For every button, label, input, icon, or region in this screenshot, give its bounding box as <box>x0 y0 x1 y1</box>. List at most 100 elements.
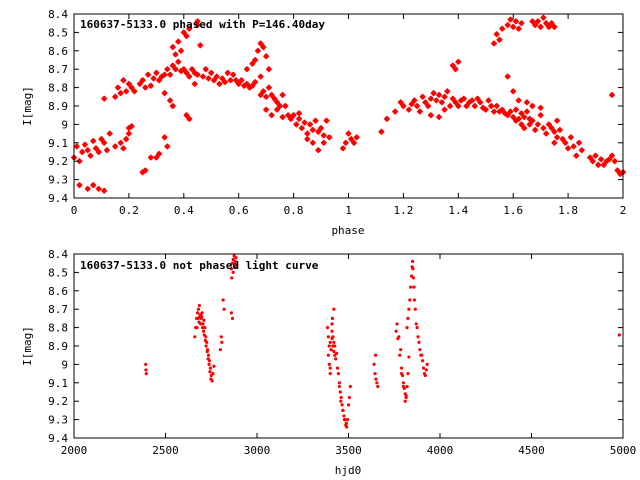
data-point <box>399 366 404 370</box>
data-point <box>204 344 208 348</box>
data-point <box>142 84 149 91</box>
x-axis-ticks: 2000 2500 3000 3500 4000 4500 5000 <box>61 254 636 457</box>
data-point <box>338 390 342 394</box>
data-point <box>208 69 215 77</box>
data-point <box>304 130 311 137</box>
data-point <box>344 421 348 425</box>
data-point <box>315 146 322 154</box>
data-point <box>515 97 522 104</box>
data-point <box>279 91 286 99</box>
data-point <box>175 38 182 45</box>
data-point <box>333 344 337 348</box>
data-point <box>206 357 210 361</box>
data-point <box>332 307 336 311</box>
data-point <box>444 88 451 95</box>
data-point <box>430 89 437 97</box>
data-point <box>197 303 201 308</box>
data-point <box>320 139 327 146</box>
data-point <box>342 418 347 422</box>
data-point <box>438 99 446 106</box>
data-point <box>209 377 213 381</box>
data-point <box>335 366 340 370</box>
data-point <box>265 66 273 73</box>
data-point <box>216 80 223 88</box>
data-point <box>507 16 514 23</box>
data-point <box>194 71 201 78</box>
x-tick-label: 0.6 <box>229 204 249 217</box>
data-point <box>222 307 226 311</box>
data-point <box>295 110 303 117</box>
data-point <box>551 128 558 135</box>
data-point <box>230 261 234 265</box>
y-tick-label: 8.7 <box>48 303 68 316</box>
data-point <box>238 77 245 84</box>
data-point <box>331 335 335 339</box>
data-point <box>410 259 415 263</box>
data-point <box>420 353 424 357</box>
y-axis-ticks: 8.4 8.5 8.6 8.7 8.8 8.9 9 9.1 9.2 9.3 9.4 <box>48 8 623 205</box>
data-point <box>334 357 338 361</box>
data-point <box>326 335 330 339</box>
data-point <box>233 265 237 269</box>
data-point <box>326 134 333 141</box>
data-point <box>202 318 206 322</box>
data-point <box>147 154 155 161</box>
y-tick-label: 8.5 <box>48 266 68 279</box>
data-point <box>144 71 152 78</box>
data-point <box>208 366 212 370</box>
data-point <box>340 403 344 407</box>
data-point <box>411 97 418 104</box>
data-point <box>399 348 403 352</box>
data-point <box>230 316 235 320</box>
data-point <box>114 84 122 91</box>
data-point <box>328 366 332 370</box>
data-point <box>213 73 220 80</box>
data-point <box>537 104 544 112</box>
data-point <box>117 139 124 146</box>
data-point <box>229 267 233 271</box>
data-point <box>131 88 138 95</box>
data-point <box>455 102 462 110</box>
data-point <box>540 14 547 21</box>
data-point <box>207 362 211 366</box>
data-point <box>227 77 234 84</box>
data-point <box>433 97 440 104</box>
data-point <box>537 23 544 31</box>
x-tick-label: 1.6 <box>503 204 523 217</box>
data-point <box>306 121 314 128</box>
data-point <box>507 108 514 115</box>
data-point <box>350 139 358 146</box>
data-point <box>341 408 345 412</box>
data-point <box>243 66 251 73</box>
data-point <box>254 47 262 54</box>
x-tick-label: 0.8 <box>284 204 304 217</box>
data-point <box>193 335 197 339</box>
data-point <box>279 113 286 121</box>
data-point <box>411 267 415 271</box>
data-point <box>100 95 108 102</box>
data-point <box>374 377 378 381</box>
y-tick-label: 8.4 <box>48 248 68 261</box>
data-point <box>201 322 205 326</box>
x-tick-label: 1.8 <box>558 204 578 217</box>
data-point <box>251 56 259 64</box>
data-point <box>73 143 80 150</box>
y-tick-label: 8.9 <box>48 340 68 353</box>
data-point <box>468 97 476 104</box>
data-point <box>523 108 531 115</box>
data-point <box>257 91 264 99</box>
data-point <box>175 58 182 66</box>
x-tick-label: 3500 <box>335 444 362 457</box>
data-point <box>400 102 407 110</box>
data-point <box>309 139 317 146</box>
x-tick-label: 3000 <box>244 444 271 457</box>
data-point <box>510 88 517 95</box>
chart-title: 160637-5133.0 not phased light curve <box>80 259 319 272</box>
data-point <box>144 368 148 372</box>
data-point <box>337 384 341 389</box>
chart-title: 160637-5133.0 phased with P=146.40day <box>80 18 325 31</box>
data-point <box>76 181 83 189</box>
x-tick-label: 0 <box>71 204 78 217</box>
data-point <box>617 333 621 337</box>
y-tick-label: 8.4 <box>48 8 68 21</box>
